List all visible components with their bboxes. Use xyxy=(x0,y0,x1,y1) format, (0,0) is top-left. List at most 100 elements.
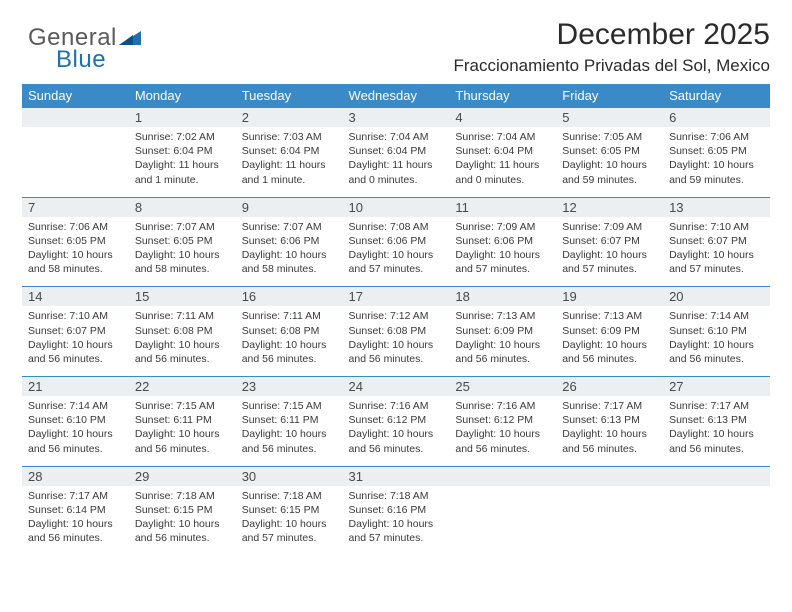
day-line: Sunrise: 7:10 AM xyxy=(28,309,123,323)
day-line: Daylight: 10 hours xyxy=(349,338,444,352)
day-line: and 1 minute. xyxy=(135,173,230,187)
day-line: and 56 minutes. xyxy=(455,442,550,456)
day-body-cell: Sunrise: 7:11 AMSunset: 6:08 PMDaylight:… xyxy=(129,306,236,376)
day-line: Sunset: 6:13 PM xyxy=(562,413,657,427)
day-line: Sunrise: 7:18 AM xyxy=(135,489,230,503)
day-line: Daylight: 10 hours xyxy=(455,248,550,262)
day-body-cell: Sunrise: 7:18 AMSunset: 6:16 PMDaylight:… xyxy=(343,486,450,556)
brand-triangle-icon xyxy=(119,26,141,50)
day-number-cell: 10 xyxy=(343,197,450,217)
day-line: and 56 minutes. xyxy=(669,352,764,366)
day-number-cell: 14 xyxy=(22,287,129,307)
day-body-cell: Sunrise: 7:11 AMSunset: 6:08 PMDaylight:… xyxy=(236,306,343,376)
day-line: and 57 minutes. xyxy=(242,531,337,545)
day-line: Daylight: 10 hours xyxy=(455,427,550,441)
day-line: Sunset: 6:14 PM xyxy=(28,503,123,517)
day-line: Sunrise: 7:13 AM xyxy=(455,309,550,323)
day-line: Sunrise: 7:18 AM xyxy=(242,489,337,503)
day-line: Sunset: 6:11 PM xyxy=(242,413,337,427)
day-line: and 56 minutes. xyxy=(135,531,230,545)
calendar-table: SundayMondayTuesdayWednesdayThursdayFrid… xyxy=(22,84,770,555)
day-line: Daylight: 10 hours xyxy=(669,158,764,172)
day-line: and 56 minutes. xyxy=(455,352,550,366)
day-line: Sunset: 6:05 PM xyxy=(669,144,764,158)
day-body-cell: Sunrise: 7:15 AMSunset: 6:11 PMDaylight:… xyxy=(236,396,343,466)
day-line: and 56 minutes. xyxy=(28,442,123,456)
day-line: and 57 minutes. xyxy=(349,531,444,545)
day-line: Sunrise: 7:11 AM xyxy=(135,309,230,323)
day-body-cell: Sunrise: 7:05 AMSunset: 6:05 PMDaylight:… xyxy=(556,127,663,197)
day-line: Daylight: 10 hours xyxy=(669,427,764,441)
day-line: Daylight: 11 hours xyxy=(242,158,337,172)
day-line: Sunrise: 7:06 AM xyxy=(669,130,764,144)
day-number-cell: 4 xyxy=(449,108,556,128)
day-line: Sunset: 6:16 PM xyxy=(349,503,444,517)
day-line: Sunset: 6:04 PM xyxy=(242,144,337,158)
day-number-cell: 31 xyxy=(343,466,450,486)
day-body-cell: Sunrise: 7:12 AMSunset: 6:08 PMDaylight:… xyxy=(343,306,450,376)
day-body-cell: Sunrise: 7:16 AMSunset: 6:12 PMDaylight:… xyxy=(449,396,556,466)
day-line: Sunrise: 7:15 AM xyxy=(135,399,230,413)
day-line: Sunrise: 7:07 AM xyxy=(135,220,230,234)
day-line: Daylight: 10 hours xyxy=(349,248,444,262)
day-line: Daylight: 10 hours xyxy=(455,338,550,352)
day-line: Sunset: 6:12 PM xyxy=(455,413,550,427)
day-line: Sunset: 6:05 PM xyxy=(562,144,657,158)
day-line: Sunrise: 7:05 AM xyxy=(562,130,657,144)
day-body-cell: Sunrise: 7:18 AMSunset: 6:15 PMDaylight:… xyxy=(236,486,343,556)
day-body-cell: Sunrise: 7:09 AMSunset: 6:06 PMDaylight:… xyxy=(449,217,556,287)
day-body-cell: Sunrise: 7:04 AMSunset: 6:04 PMDaylight:… xyxy=(343,127,450,197)
day-body-cell: Sunrise: 7:13 AMSunset: 6:09 PMDaylight:… xyxy=(449,306,556,376)
day-body-cell: Sunrise: 7:04 AMSunset: 6:04 PMDaylight:… xyxy=(449,127,556,197)
day-line: and 57 minutes. xyxy=(455,262,550,276)
day-line: Daylight: 10 hours xyxy=(242,248,337,262)
day-number-cell: 28 xyxy=(22,466,129,486)
day-line: and 56 minutes. xyxy=(562,442,657,456)
day-line: Daylight: 10 hours xyxy=(669,338,764,352)
day-line: Sunset: 6:10 PM xyxy=(669,324,764,338)
day-line: Sunset: 6:07 PM xyxy=(669,234,764,248)
day-line: Sunset: 6:09 PM xyxy=(562,324,657,338)
day-line: and 58 minutes. xyxy=(28,262,123,276)
day-line: Sunrise: 7:15 AM xyxy=(242,399,337,413)
day-line: Sunrise: 7:04 AM xyxy=(349,130,444,144)
day-number-cell: 7 xyxy=(22,197,129,217)
day-number-cell: 11 xyxy=(449,197,556,217)
day-line: Sunset: 6:05 PM xyxy=(28,234,123,248)
day-number-cell: 19 xyxy=(556,287,663,307)
day-line: and 58 minutes. xyxy=(242,262,337,276)
day-line: Sunrise: 7:13 AM xyxy=(562,309,657,323)
day-number-cell: 23 xyxy=(236,377,343,397)
day-line: Sunrise: 7:12 AM xyxy=(349,309,444,323)
day-body-cell xyxy=(556,486,663,556)
day-line: Sunset: 6:07 PM xyxy=(28,324,123,338)
day-line: Sunset: 6:08 PM xyxy=(242,324,337,338)
day-number-cell: 17 xyxy=(343,287,450,307)
day-line: and 56 minutes. xyxy=(28,531,123,545)
day-line: and 57 minutes. xyxy=(562,262,657,276)
day-line: Daylight: 11 hours xyxy=(135,158,230,172)
day-body-cell: Sunrise: 7:15 AMSunset: 6:11 PMDaylight:… xyxy=(129,396,236,466)
day-line: Sunset: 6:05 PM xyxy=(135,234,230,248)
day-line: and 1 minute. xyxy=(242,173,337,187)
day-line: and 57 minutes. xyxy=(669,262,764,276)
day-line: Sunset: 6:04 PM xyxy=(349,144,444,158)
day-number-cell: 21 xyxy=(22,377,129,397)
day-body-cell: Sunrise: 7:07 AMSunset: 6:05 PMDaylight:… xyxy=(129,217,236,287)
day-line: Daylight: 10 hours xyxy=(349,427,444,441)
day-line: Sunset: 6:04 PM xyxy=(455,144,550,158)
day-line: Sunset: 6:06 PM xyxy=(242,234,337,248)
day-body-cell: Sunrise: 7:17 AMSunset: 6:13 PMDaylight:… xyxy=(663,396,770,466)
day-body-cell: Sunrise: 7:13 AMSunset: 6:09 PMDaylight:… xyxy=(556,306,663,376)
day-body-cell xyxy=(663,486,770,556)
day-line: Sunset: 6:07 PM xyxy=(562,234,657,248)
day-line: Daylight: 10 hours xyxy=(562,338,657,352)
day-line: Daylight: 10 hours xyxy=(242,338,337,352)
day-body-cell: Sunrise: 7:10 AMSunset: 6:07 PMDaylight:… xyxy=(663,217,770,287)
day-line: Daylight: 10 hours xyxy=(562,248,657,262)
day-line: Daylight: 10 hours xyxy=(28,248,123,262)
day-line: Daylight: 10 hours xyxy=(562,427,657,441)
day-line: Sunset: 6:06 PM xyxy=(455,234,550,248)
day-number-cell: 16 xyxy=(236,287,343,307)
day-number-cell: 26 xyxy=(556,377,663,397)
